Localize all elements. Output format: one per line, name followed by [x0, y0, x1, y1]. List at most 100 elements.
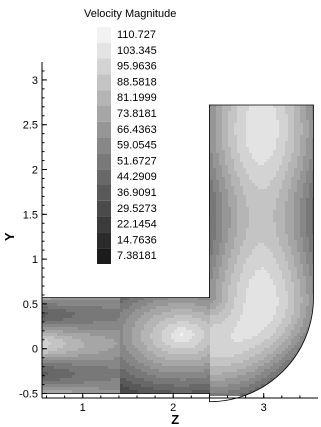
contour-cell	[93, 228, 96, 231]
contour-cell	[63, 300, 66, 303]
contour-cell	[144, 321, 147, 324]
contour-cell	[81, 375, 84, 378]
contour-cell	[141, 282, 144, 285]
contour-cell	[153, 279, 156, 282]
contour-cell	[81, 282, 84, 285]
contour-cell	[75, 108, 78, 111]
contour-cell	[195, 144, 198, 147]
contour-cell	[84, 342, 87, 345]
contour-cell	[114, 333, 117, 336]
contour-cell	[162, 357, 165, 360]
contour-cell	[189, 360, 192, 363]
contour-cell	[183, 162, 186, 165]
contour-cell	[111, 219, 114, 222]
contour-cell	[192, 165, 195, 168]
contour-cell	[186, 279, 189, 282]
contour-cell	[159, 177, 162, 180]
contour-cell	[84, 120, 87, 123]
contour-cell	[177, 243, 180, 246]
contour-cell	[72, 351, 75, 354]
contour-cell	[168, 381, 171, 384]
contour-cell	[141, 120, 144, 123]
contour-cell	[192, 174, 195, 177]
contour-cell	[63, 270, 66, 273]
contour-cell	[162, 360, 165, 363]
contour-cell	[78, 159, 81, 162]
contour-cell	[180, 144, 183, 147]
contour-cell	[78, 243, 81, 246]
contour-cell	[165, 366, 168, 369]
contour-cell	[159, 228, 162, 231]
contour-cell	[45, 207, 48, 210]
contour-cell	[195, 186, 198, 189]
contour-cell	[111, 300, 114, 303]
contour-cell	[66, 327, 69, 330]
contour-cell	[87, 243, 90, 246]
contour-cell	[135, 294, 138, 297]
contour-cell	[81, 351, 84, 354]
contour-cell	[72, 222, 75, 225]
contour-cell	[150, 330, 153, 333]
contour-cell	[117, 264, 120, 267]
contour-cell	[102, 297, 105, 300]
contour-cell	[111, 342, 114, 345]
contour-cell	[195, 162, 198, 165]
contour-cell	[141, 270, 144, 273]
contour-cell	[156, 300, 159, 303]
contour-cell	[63, 120, 66, 123]
contour-cell	[144, 378, 147, 381]
contour-cell	[57, 147, 60, 150]
contour-cell	[183, 273, 186, 276]
contour-cell	[93, 339, 96, 342]
contour-cell	[54, 234, 57, 237]
contour-cell	[57, 219, 60, 222]
contour-cell	[192, 369, 195, 372]
contour-cell	[186, 318, 189, 321]
contour-cell	[141, 321, 144, 324]
contour-cell	[93, 210, 96, 213]
contour-cell	[78, 261, 81, 264]
contour-cell	[75, 375, 78, 378]
contour-cell	[132, 312, 135, 315]
contour-cell	[90, 108, 93, 111]
contour-cell	[183, 351, 186, 354]
contour-cell	[189, 132, 192, 135]
contour-cell	[99, 363, 102, 366]
contour-cell	[45, 117, 48, 120]
contour-cell	[60, 255, 63, 258]
contour-cell	[63, 132, 66, 135]
contour-cell	[75, 168, 78, 171]
contour-cell	[72, 315, 75, 318]
contour-cell	[138, 312, 141, 315]
contour-cell	[78, 282, 81, 285]
contour-cell	[105, 378, 108, 381]
contour-cell	[180, 285, 183, 288]
contour-cell	[54, 198, 57, 201]
contour-cell	[48, 330, 51, 333]
contour-cell	[174, 213, 177, 216]
contour-cell	[72, 216, 75, 219]
contour-cell	[114, 279, 117, 282]
contour-cell	[111, 210, 114, 213]
contour-cell	[156, 279, 159, 282]
contour-cell	[81, 273, 84, 276]
contour-cell	[165, 387, 168, 390]
contour-cell	[108, 369, 111, 372]
contour-cell	[111, 174, 114, 177]
contour-cell	[117, 354, 120, 357]
contour-cell	[189, 381, 192, 384]
contour-cell	[168, 201, 171, 204]
contour-cell	[150, 327, 153, 330]
contour-cell	[159, 279, 162, 282]
contour-cell	[120, 282, 123, 285]
contour-cell	[171, 357, 174, 360]
contour-cell	[153, 345, 156, 348]
contour-cell	[120, 357, 123, 360]
contour-cell	[171, 108, 174, 111]
contour-cell	[93, 246, 96, 249]
contour-cell	[114, 330, 117, 333]
contour-cell	[171, 237, 174, 240]
contour-cell	[141, 384, 144, 387]
contour-cell	[99, 303, 102, 306]
contour-cell	[60, 315, 63, 318]
